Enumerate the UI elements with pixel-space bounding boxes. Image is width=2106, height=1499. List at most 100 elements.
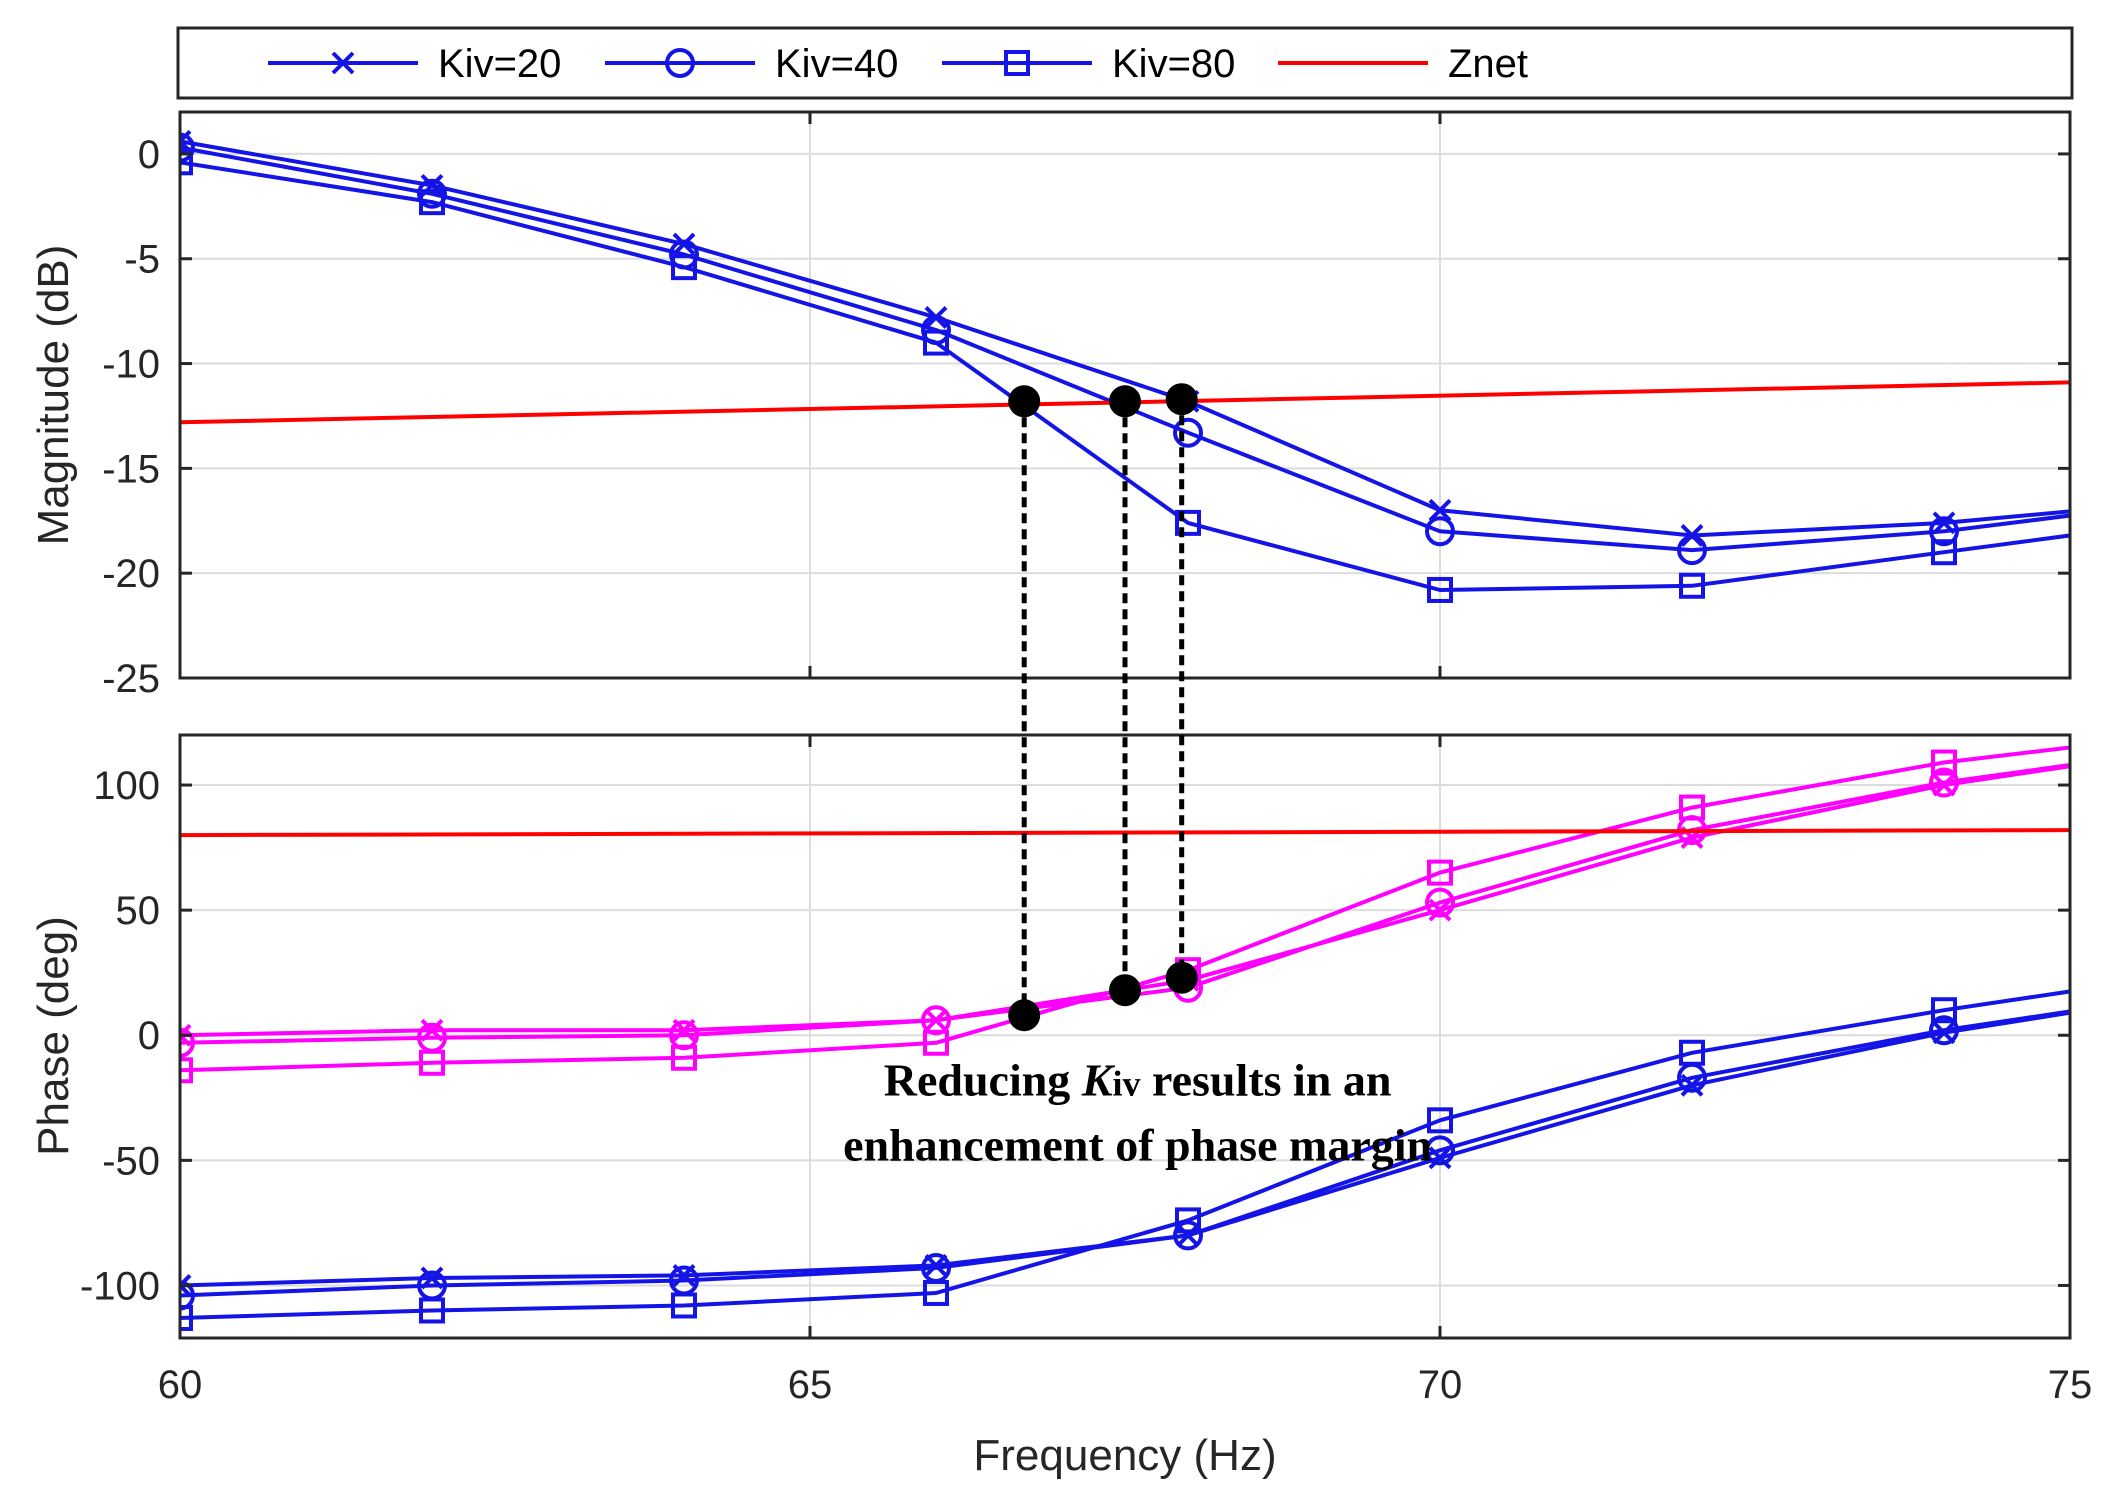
phase-series-kiv80-lower	[180, 989, 2070, 1331]
magnitude-point-kiv20-7-stroke-b	[1932, 511, 1956, 535]
magnitude-ytick-label-1: -5	[124, 238, 160, 282]
magnitude-ytick-label-4: -20	[102, 552, 160, 596]
magnitude-line-kiv40	[180, 145, 2070, 553]
phase-point-kiv20-lower-0-stroke-a	[180, 1282, 192, 1297]
magnitude-point-kiv40-0	[180, 132, 195, 163]
phase-point-kiv40-lower-7	[1929, 1015, 1959, 1046]
phase-ytick-label-3: -50	[102, 1139, 160, 1183]
legend-marker-kiv80	[1004, 50, 1030, 76]
annotation-sub: iv	[1113, 1063, 1141, 1103]
phase-point-kiv80-upper-7	[1931, 749, 1957, 776]
phase-point-kiv20-lower-0-stroke-b	[180, 1274, 192, 1289]
magnitude-point-kiv40-7	[1929, 516, 1959, 547]
annotation-line-2: enhancement of phase margin	[843, 1119, 1432, 1170]
phase-point-kiv80-upper-3	[923, 1029, 949, 1056]
magnitude-ytick-label-2: -10	[102, 343, 160, 387]
crossover-magnitude-dot-0	[1008, 385, 1041, 418]
phase-y-axis-title: Phase (deg)	[29, 916, 78, 1156]
magnitude-line-kiv80	[180, 160, 2070, 592]
legend-marker-symbol-0	[331, 51, 355, 75]
phase-ticks: 100 50 0 -50 -100	[80, 735, 2072, 1338]
x-tick-label-75: 75	[2048, 1363, 2093, 1407]
crossover-phase-dot-0	[1008, 999, 1041, 1032]
phase-point-kiv40-upper-5	[1425, 887, 1455, 918]
phase-point-kiv40-upper-0	[180, 1027, 195, 1058]
magnitude-point-kiv20-5-stroke-b	[1428, 498, 1452, 522]
legend-label-znet: Znet	[1448, 42, 1528, 86]
phase-point-kiv20-upper-5-stroke-b	[1428, 898, 1452, 922]
phase-point-kiv80-lower-7	[1931, 997, 1957, 1024]
phase-point-kiv80-upper-1	[419, 1049, 445, 1076]
phase-ytick-label-4: -100	[80, 1264, 160, 1308]
magnitude-point-kiv80-6	[1679, 572, 1705, 599]
phase-ytick-label-1: 50	[116, 889, 161, 933]
x-tick-label-60: 60	[158, 1363, 203, 1407]
magnitude-point-kiv80-2	[671, 254, 697, 281]
phase-series-znet	[180, 828, 2070, 838]
phase-point-kiv20-lower-6-stroke-b	[1680, 1073, 1704, 1097]
magnitude-point-kiv20-2-stroke-b	[672, 232, 696, 256]
crossover-phase-dot-2	[1165, 961, 1198, 994]
phase-point-kiv80-lower-2	[671, 1292, 697, 1319]
magnitude-point-kiv40-5	[1425, 516, 1455, 547]
phase-point-kiv80-lower-5	[1427, 1107, 1453, 1134]
phase-point-kiv80-lower-4	[1175, 1207, 1201, 1234]
annotation-line-1b: results in an	[1141, 1054, 1392, 1105]
legend-label-kiv80: Kiv=80	[1112, 42, 1235, 86]
legend-marker-symbol-1	[665, 48, 695, 78]
legend-marker-symbol-2	[1004, 50, 1030, 76]
magnitude-point-kiv40-4	[1173, 417, 1203, 448]
crossover-magnitude-dot-2	[1165, 383, 1198, 416]
magnitude-ticks: 0 -5 -10 -15 -20 -25	[102, 112, 2072, 701]
magnitude-panel: 0 -5 -10 -15 -20 -25 Magnitude (dB)	[29, 110, 2072, 701]
phase-line-kiv40-lower	[180, 1009, 2070, 1298]
phase-point-kiv40-lower-0	[180, 1280, 195, 1311]
phase-series-kiv40-lower	[180, 1009, 2070, 1311]
x-tick-label-65: 65	[788, 1363, 833, 1407]
magnitude-point-kiv80-1	[419, 189, 445, 216]
magnitude-point-kiv40-6	[1677, 535, 1707, 566]
phase-point-kiv80-lower-0	[180, 1304, 193, 1331]
legend-marker-symbol-0-stroke-b	[331, 51, 355, 75]
legend-item-kiv80: Kiv=80	[942, 42, 1235, 86]
magnitude-point-kiv20-5	[1428, 498, 1452, 522]
crossover-phase-dot-1	[1109, 974, 1141, 1007]
legend: Kiv=20 Kiv=40 Kiv=80 Znet	[176, 26, 2074, 100]
magnitude-y-axis-title: Magnitude (dB)	[29, 245, 78, 546]
phase-point-kiv40-upper-7	[1929, 767, 1959, 798]
magnitude-point-kiv80-0	[180, 149, 193, 176]
phase-ytick-label-2: 0	[138, 1014, 160, 1058]
magnitude-point-kiv80-4	[1175, 509, 1201, 536]
magnitude-point-kiv20-2	[672, 232, 696, 256]
annotation-k: K	[1081, 1054, 1116, 1105]
legend-item-kiv20: Kiv=20	[268, 42, 561, 86]
legend-label-kiv20: Kiv=20	[438, 42, 561, 86]
magnitude-ytick-label-3: -15	[102, 447, 160, 491]
x-axis-title: Frequency (Hz)	[973, 1431, 1276, 1480]
annotation-line-1a: Reducing	[884, 1054, 1082, 1105]
phase-point-kiv20-lower-0	[180, 1274, 192, 1297]
legend-marker-kiv40	[665, 48, 695, 78]
phase-point-kiv20-upper-0-stroke-b	[180, 1023, 192, 1039]
magnitude-point-kiv80-5	[1427, 576, 1453, 603]
phase-point-kiv80-upper-2	[671, 1044, 697, 1071]
magnitude-ytick-label-5: -25	[102, 657, 160, 701]
phase-point-kiv80-lower-3	[923, 1279, 949, 1306]
phase-point-kiv40-lower-5	[1425, 1135, 1455, 1166]
legend-item-znet: Znet	[1278, 42, 1528, 86]
magnitude-series-kiv80	[180, 149, 2070, 603]
phase-ytick-label-0: 100	[93, 764, 160, 808]
legend-frame	[176, 26, 2074, 100]
magnitude-point-kiv80-3	[923, 329, 949, 356]
legend-marker-kiv20	[331, 51, 355, 75]
phase-point-kiv80-lower-6	[1679, 1039, 1705, 1066]
phase-point-kiv80-upper-0	[180, 1057, 193, 1084]
magnitude-point-kiv80-7	[1931, 539, 1957, 566]
phase-point-kiv80-lower-1	[419, 1297, 445, 1324]
annotation-line-1: Reducing Kiv results in an	[884, 1054, 1392, 1105]
phase-point-kiv80-upper-5	[1427, 859, 1453, 886]
legend-item-kiv40: Kiv=40	[605, 42, 898, 86]
phase-line-znet	[180, 828, 2070, 838]
phase-point-kiv80-upper-6	[1679, 794, 1705, 821]
